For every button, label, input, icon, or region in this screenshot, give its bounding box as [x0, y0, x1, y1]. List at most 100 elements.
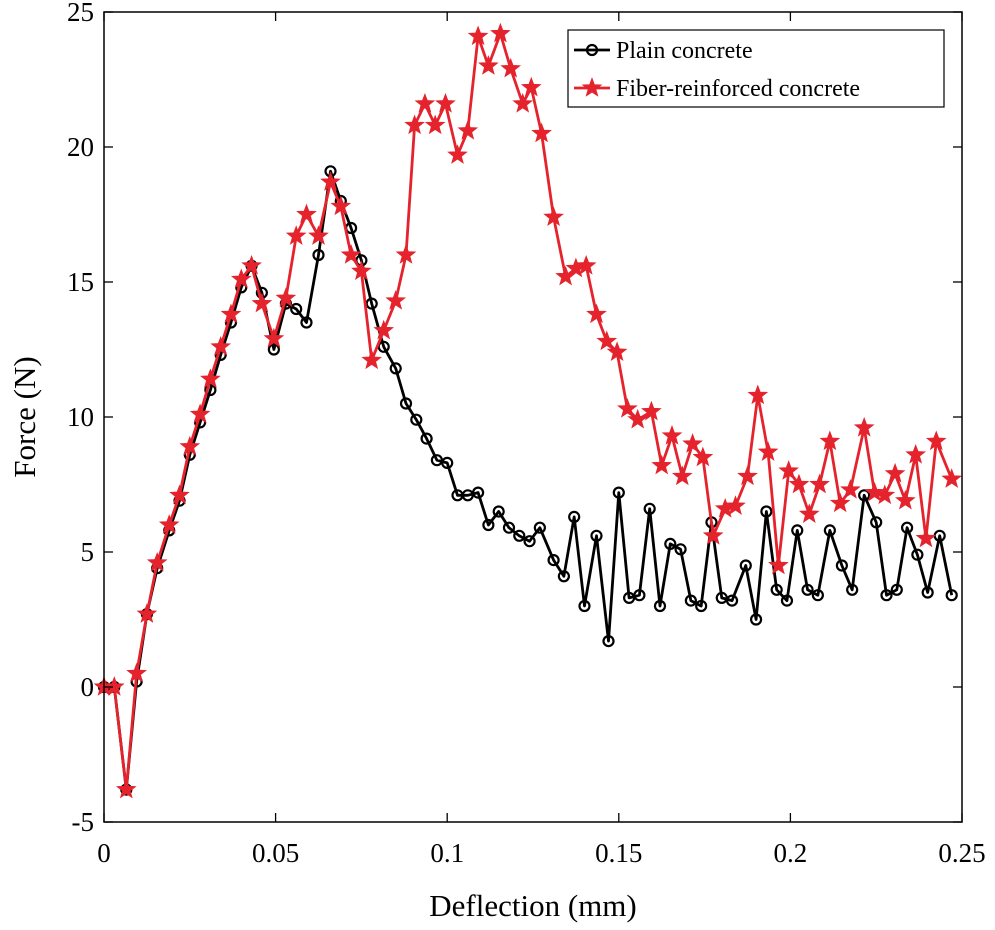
- data-point: [823, 524, 836, 537]
- data-point: [385, 290, 407, 310]
- data-point: [798, 503, 820, 523]
- data-point: [435, 92, 456, 113]
- data-point: [853, 416, 875, 437]
- data-point: [204, 383, 217, 397]
- data-point: [441, 456, 454, 469]
- data-point: [737, 465, 758, 486]
- data-point: [267, 343, 280, 356]
- data-point: [586, 303, 607, 324]
- data-point: [220, 303, 242, 324]
- data-point: [606, 341, 628, 361]
- data-point: [531, 122, 552, 143]
- data-point: [768, 554, 789, 575]
- y-tick-label: 0: [81, 672, 95, 702]
- series-layer: [93, 22, 963, 799]
- data-point: [241, 254, 262, 275]
- y-tick-label: 20: [67, 132, 94, 162]
- data-point: [811, 589, 824, 602]
- data-point: [136, 603, 158, 623]
- data-point: [568, 510, 581, 524]
- data-point: [692, 446, 714, 467]
- data-point: [290, 302, 303, 316]
- data-point: [757, 441, 779, 461]
- data-point: [590, 529, 603, 542]
- data-point: [575, 254, 597, 275]
- data-point: [890, 583, 903, 596]
- x-tick-label: 0.25: [938, 838, 985, 868]
- data-point: [296, 203, 317, 224]
- data-point: [788, 473, 810, 494]
- data-point: [911, 548, 924, 561]
- data-point: [578, 599, 591, 613]
- legend-box: [567, 29, 945, 108]
- y-axis-ticks: -5 0 5 10 15 20 25: [67, 0, 962, 837]
- data-point: [502, 521, 516, 534]
- data-point: [513, 529, 526, 542]
- data-point: [941, 468, 963, 488]
- data-point: [864, 481, 885, 502]
- data-point: [760, 505, 773, 518]
- data-point: [846, 583, 859, 596]
- data-point: [900, 521, 914, 534]
- data-point: [543, 206, 564, 226]
- data-point: [447, 144, 468, 164]
- x-tick-label: 0: [97, 838, 111, 868]
- data-point: [471, 486, 485, 499]
- data-point: [169, 484, 190, 505]
- y-tick-label: 10: [67, 402, 94, 432]
- data-point: [512, 92, 534, 113]
- data-point: [361, 349, 383, 370]
- data-point: [520, 76, 542, 97]
- data-point: [725, 495, 746, 515]
- x-axis-ticks: 0 0.05 0.1 0.15 0.2 0.25: [97, 12, 986, 868]
- data-point: [739, 559, 752, 572]
- data-point: [602, 634, 615, 648]
- data-point: [895, 489, 916, 510]
- data-point: [780, 594, 794, 607]
- data-point: [612, 486, 625, 499]
- data-point: [547, 553, 560, 567]
- data-point: [533, 521, 546, 534]
- x-tick-label: 0.15: [595, 838, 642, 868]
- legend: Plain concrete Fiber-reinforced concrete: [567, 29, 945, 108]
- data-point: [457, 119, 479, 140]
- data-point: [389, 362, 402, 375]
- data-point: [482, 518, 495, 532]
- data-point: [664, 537, 677, 551]
- data-point: [103, 676, 125, 696]
- data-point: [275, 287, 297, 307]
- y-axis-title: Force (N): [7, 356, 42, 477]
- data-point: [365, 297, 378, 310]
- data-point: [308, 225, 329, 245]
- data-point: [523, 535, 536, 548]
- data-point: [671, 465, 693, 486]
- data-point: [478, 55, 499, 75]
- data-point: [641, 400, 662, 421]
- data-point: [840, 479, 861, 499]
- data-point: [146, 551, 168, 572]
- data-point: [829, 492, 851, 513]
- data-point: [500, 57, 522, 78]
- data-point: [747, 384, 769, 405]
- data-point: [467, 25, 489, 46]
- data-point: [158, 514, 180, 534]
- x-axis-title: Deflection (mm): [429, 888, 636, 923]
- data-point: [651, 454, 673, 475]
- data-point: [251, 292, 273, 313]
- y-tick-label: 15: [67, 267, 94, 297]
- y-tick-label: 5: [81, 537, 95, 567]
- data-point: [791, 524, 804, 537]
- data-point: [627, 408, 649, 429]
- data-point: [778, 460, 800, 480]
- data-point: [189, 403, 211, 424]
- data-point: [884, 462, 906, 483]
- data-point: [395, 244, 417, 264]
- data-point: [490, 22, 511, 43]
- data-point: [373, 319, 395, 340]
- legend-label: Fiber-reinforced concrete: [616, 76, 860, 102]
- data-point: [420, 432, 433, 445]
- data-point: [617, 398, 638, 418]
- data-point: [320, 171, 341, 191]
- data-point: [596, 330, 618, 351]
- data-point: [858, 489, 871, 502]
